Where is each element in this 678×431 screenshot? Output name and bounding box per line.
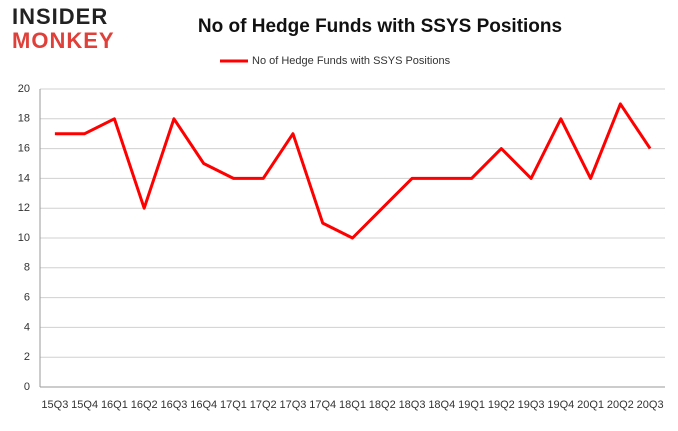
data-line [54,102,652,240]
y-tick-label: 0 [24,381,30,393]
x-tick-label: 18Q4 [428,399,455,411]
x-tick-label: 16Q1 [101,399,128,411]
x-tick-label: 17Q3 [280,399,307,411]
x-tick-label: 16Q2 [131,399,158,411]
y-tick-label: 8 [24,262,30,274]
x-tick-label: 20Q1 [577,399,604,411]
x-tick-label: 20Q2 [607,399,634,411]
legend-label: No of Hedge Funds with SSYS Positions [252,55,451,67]
x-tick-label: 19Q4 [547,399,574,411]
y-tick-label: 2 [24,351,30,363]
x-tick-label: 16Q3 [160,399,187,411]
y-tick-label: 16 [18,143,30,155]
x-tick-label: 17Q4 [309,399,336,411]
x-tick-label: 15Q3 [41,399,68,411]
y-tick-label: 10 [18,232,30,244]
y-tick-label: 12 [18,202,30,214]
x-tick-label: 16Q4 [190,399,217,411]
x-tick-label: 19Q3 [518,399,545,411]
x-tick-label: 20Q3 [637,399,664,411]
x-tick-label: 18Q2 [369,399,396,411]
y-tick-label: 20 [18,83,30,95]
x-tick-label: 18Q3 [399,399,426,411]
x-tick-label: 19Q2 [488,399,515,411]
chart-title: No of Hedge Funds with SSYS Positions [198,16,562,37]
y-tick-label: 4 [24,321,30,333]
logo-line1: INSIDER [12,4,108,29]
y-tick-label: 14 [18,172,30,184]
x-tick-label: 15Q4 [71,399,98,411]
y-tick-label: 18 [18,113,30,125]
logo-line2: MONKEY [12,28,115,53]
x-tick-label: 19Q1 [458,399,485,411]
y-tick-label: 6 [24,292,30,304]
x-tick-label: 17Q2 [250,399,277,411]
x-tick-label: 18Q1 [339,399,366,411]
x-tick-label: 17Q1 [220,399,247,411]
